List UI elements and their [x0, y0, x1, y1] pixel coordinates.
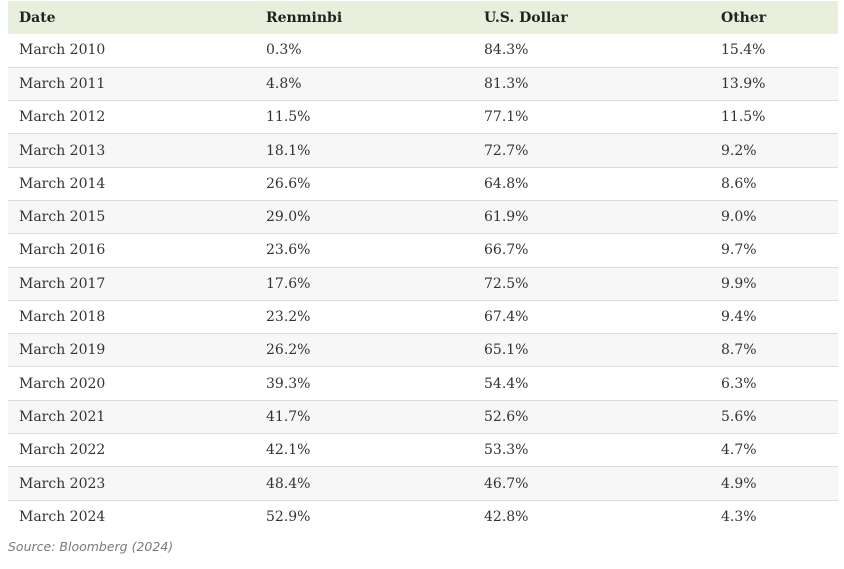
cell-date: March 2024: [19, 509, 106, 526]
cell-renminbi: 17.6%: [266, 275, 311, 292]
cell-date: March 2013: [19, 142, 106, 159]
table-row: March 2019 26.2% 65.1% 8.7%: [8, 333, 838, 367]
cell-date: March 2012: [19, 109, 106, 126]
cell-other: 4.7%: [721, 442, 757, 459]
cell-us-dollar: 77.1%: [484, 109, 529, 126]
header-row: Date Renminbi U.S. Dollar Other: [8, 1, 838, 34]
cell-renminbi: 26.2%: [266, 342, 311, 359]
cell-us-dollar: 72.7%: [484, 142, 529, 159]
table-header: Date Renminbi U.S. Dollar Other: [8, 1, 838, 34]
table-row: March 2021 41.7% 52.6% 5.6%: [8, 400, 838, 434]
cell-renminbi: 23.6%: [266, 242, 311, 259]
cell-other: 9.2%: [721, 142, 757, 159]
cell-other: 8.7%: [721, 342, 757, 359]
cell-us-dollar: 84.3%: [484, 42, 529, 59]
cell-us-dollar: 67.4%: [484, 309, 529, 326]
table-row: March 2014 26.6% 64.8% 8.6%: [8, 167, 838, 201]
cell-date: March 2019: [19, 342, 106, 359]
cell-renminbi: 18.1%: [266, 142, 311, 159]
cell-renminbi: 52.9%: [266, 509, 311, 526]
cell-other: 6.3%: [721, 375, 757, 392]
cell-date: March 2018: [19, 309, 106, 326]
cell-date: March 2015: [19, 209, 106, 226]
cell-other: 4.3%: [721, 509, 757, 526]
data-table-container: Date Renminbi U.S. Dollar Other March 2010 0…: [8, 1, 838, 534]
currency-share-table: Date Renminbi U.S. Dollar Other March 2010 0…: [8, 1, 838, 534]
cell-other: 15.4%: [721, 42, 766, 59]
table-row: March 2012 11.5% 77.1% 11.5%: [8, 100, 838, 134]
cell-us-dollar: 52.6%: [484, 408, 529, 425]
cell-us-dollar: 61.9%: [484, 209, 529, 226]
table-row: March 2017 17.6% 72.5% 9.9%: [8, 267, 838, 301]
table-row: March 2023 48.4% 46.7% 4.9%: [8, 466, 838, 501]
cell-date: March 2023: [19, 475, 106, 492]
cell-us-dollar: 54.4%: [484, 375, 529, 392]
cell-renminbi: 4.8%: [266, 75, 302, 92]
cell-other: 13.9%: [721, 75, 766, 92]
cell-other: 9.0%: [721, 209, 757, 226]
table-row: March 2013 18.1% 72.7% 9.2%: [8, 133, 838, 168]
cell-other: 11.5%: [721, 109, 766, 126]
cell-renminbi: 23.2%: [266, 309, 311, 326]
cell-renminbi: 42.1%: [266, 442, 311, 459]
cell-us-dollar: 66.7%: [484, 242, 529, 259]
cell-us-dollar: 65.1%: [484, 342, 529, 359]
table-row: March 2022 42.1% 53.3% 4.7%: [8, 433, 838, 467]
cell-date: March 2010: [19, 42, 106, 59]
cell-us-dollar: 42.8%: [484, 509, 529, 526]
cell-date: March 2020: [19, 375, 106, 392]
cell-renminbi: 26.6%: [266, 175, 311, 192]
cell-date: March 2017: [19, 275, 106, 292]
table-row: March 2016 23.6% 66.7% 9.7%: [8, 233, 838, 268]
column-header-renminbi: Renminbi: [266, 9, 343, 26]
table-row: March 2018 23.2% 67.4% 9.4%: [8, 300, 838, 334]
table-row: March 2010 0.3% 84.3% 15.4%: [8, 34, 838, 68]
cell-date: March 2014: [19, 175, 106, 192]
cell-other: 9.9%: [721, 275, 757, 292]
cell-renminbi: 41.7%: [266, 408, 311, 425]
cell-us-dollar: 53.3%: [484, 442, 529, 459]
cell-renminbi: 11.5%: [266, 109, 311, 126]
cell-us-dollar: 46.7%: [484, 475, 529, 492]
cell-renminbi: 29.0%: [266, 209, 311, 226]
cell-us-dollar: 64.8%: [484, 175, 529, 192]
cell-renminbi: 0.3%: [266, 42, 302, 59]
cell-renminbi: 48.4%: [266, 475, 311, 492]
column-header-other: Other: [721, 9, 767, 26]
cell-other: 8.6%: [721, 175, 757, 192]
cell-other: 9.4%: [721, 309, 757, 326]
cell-date: March 2016: [19, 242, 106, 259]
column-header-us-dollar: U.S. Dollar: [484, 9, 568, 26]
cell-date: March 2021: [19, 408, 106, 425]
cell-other: 4.9%: [721, 475, 757, 492]
table-row: March 2015 29.0% 61.9% 9.0%: [8, 200, 838, 234]
table-row: March 2020 39.3% 54.4% 6.3%: [8, 366, 838, 401]
cell-date: March 2022: [19, 442, 106, 459]
cell-us-dollar: 72.5%: [484, 275, 529, 292]
column-header-date: Date: [19, 9, 56, 26]
table-body: March 2010 0.3% 84.3% 15.4% March 2011 4.8% 81…: [8, 34, 838, 534]
cell-renminbi: 39.3%: [266, 375, 311, 392]
cell-other: 5.6%: [721, 408, 757, 425]
source-note: Source: Bloomberg (2024): [8, 539, 174, 554]
cell-us-dollar: 81.3%: [484, 75, 529, 92]
cell-other: 9.7%: [721, 242, 757, 259]
table-row: March 2024 52.9% 42.8% 4.3%: [8, 500, 838, 534]
cell-date: March 2011: [19, 75, 106, 92]
table-row: March 2011 4.8% 81.3% 13.9%: [8, 67, 838, 101]
